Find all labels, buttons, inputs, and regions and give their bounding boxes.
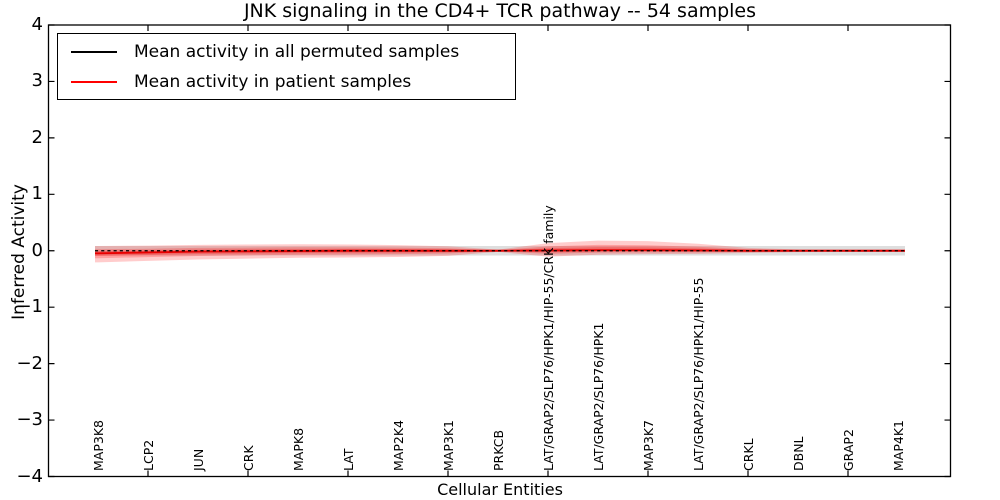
- patient-band-layer-2: [95, 247, 905, 256]
- x-tick-label: JUN: [191, 448, 206, 471]
- legend-entry-permuted: Mean activity in all permuted samples: [58, 37, 515, 67]
- y-tick-label: 2: [31, 126, 43, 148]
- y-tick-label: −3: [16, 409, 43, 431]
- x-tick-label: MAPK8: [291, 427, 306, 471]
- x-tick-label: MAP4K1: [891, 420, 906, 471]
- y-tick-label: 4: [31, 13, 43, 35]
- x-tick-label: LAT: [341, 448, 356, 471]
- y-tick-label: −4: [16, 465, 43, 487]
- chart-title: JNK signaling in the CD4+ TCR pathway --…: [243, 0, 757, 22]
- x-tick-label: CRKL: [741, 438, 756, 471]
- legend-label: Mean activity in patient samples: [134, 71, 412, 92]
- x-tick-label: LAT/GRAP2/SLP76/HPK1: [591, 322, 606, 471]
- x-tick-label: GRAP2: [841, 429, 856, 471]
- legend: Mean activity in all permuted samples Me…: [57, 33, 516, 100]
- y-tick-label: 3: [31, 70, 43, 92]
- permuted-line-swatch: [71, 50, 117, 53]
- x-tick-label: MAP2K4: [391, 420, 406, 471]
- x-axis-label: Cellular Entities: [437, 480, 563, 499]
- x-tick-label: MAP3K7: [641, 420, 656, 471]
- x-tick-label: LAT/GRAP2/SLP76/HPK1/HIP-55/CRK family: [541, 205, 556, 471]
- x-tick-label: MAP3K1: [441, 420, 456, 471]
- x-tick-label: PRKCB: [491, 429, 506, 471]
- patient-band-layer-1: [95, 244, 905, 259]
- x-tick-label: LAT/GRAP2/SLP76/HPK1/HIP-55: [691, 277, 706, 471]
- x-tick-label: CRK: [241, 445, 256, 471]
- x-tick-label: MAP3K8: [91, 420, 106, 471]
- x-tick-label: LCP2: [141, 439, 156, 471]
- axis-ticks: [48, 24, 951, 478]
- patient-line-swatch: [71, 80, 117, 83]
- legend-label: Mean activity in all permuted samples: [134, 41, 460, 62]
- x-tick-label: DBNL: [791, 436, 806, 471]
- legend-entry-patient: Mean activity in patient samples: [58, 67, 515, 97]
- y-tick-label: 0: [31, 239, 43, 261]
- y-tick-label: −2: [16, 352, 43, 374]
- y-tick-label: 1: [31, 183, 43, 205]
- y-tick-label: −1: [16, 296, 43, 318]
